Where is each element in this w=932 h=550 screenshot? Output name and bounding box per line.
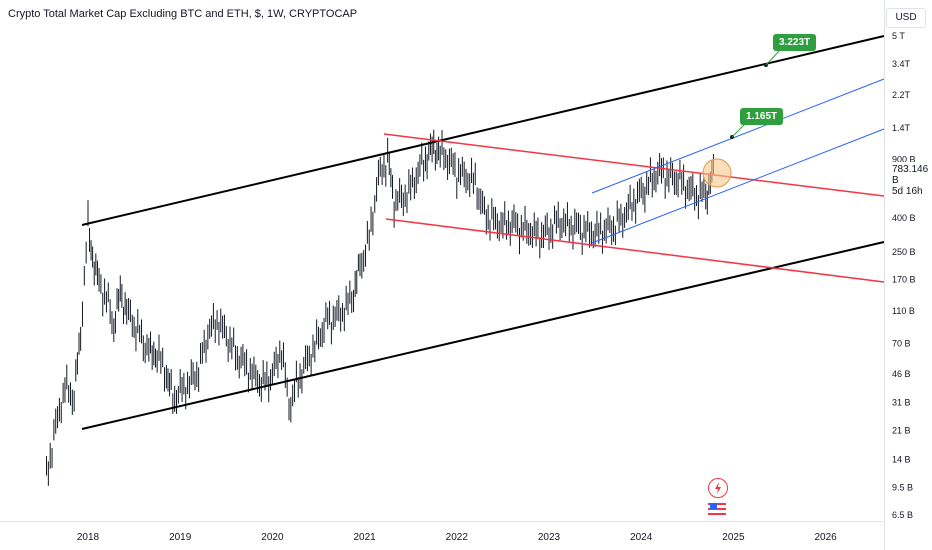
ytick-label: 2.2T	[892, 90, 911, 100]
bar-countdown: 5d 16h	[892, 186, 923, 197]
xtick-label: 2018	[77, 532, 100, 543]
target-callout-lower[interactable]: 1.165T	[740, 108, 784, 125]
ytick-label: 900 B	[892, 155, 916, 165]
current-price-value: 783.146 B	[892, 164, 929, 186]
price-series	[46, 129, 714, 486]
upper-black-trendline[interactable]	[81, 35, 885, 226]
highlight-circle[interactable]	[702, 158, 732, 188]
currency-button[interactable]: USD	[886, 8, 926, 28]
xtick-label: 2020	[261, 532, 284, 543]
ytick-label: 1.4T	[892, 123, 911, 133]
lower-black-trendline[interactable]	[81, 241, 885, 430]
xtick-label: 2026	[814, 532, 837, 543]
xtick-label: 2023	[538, 532, 561, 543]
ytick-label: 46 B	[892, 369, 911, 379]
callout-pointer	[731, 123, 746, 138]
lower-blue-trendline[interactable]	[591, 128, 885, 244]
ytick-label: 70 B	[892, 339, 911, 349]
ytick-label: 110 B	[892, 306, 915, 316]
chart-title: Crypto Total Market Cap Excluding BTC an…	[8, 8, 358, 20]
ytick-label: 3.4T	[892, 59, 911, 69]
xtick-label: 2024	[630, 532, 653, 543]
lower-red-trendline[interactable]	[385, 218, 885, 283]
xtick-label: 2021	[353, 532, 376, 543]
upper-red-trendline[interactable]	[383, 133, 885, 197]
xtick-label: 2019	[169, 532, 192, 543]
xtick-label: 2025	[722, 532, 745, 543]
ytick-label: 170 B	[892, 275, 916, 285]
ytick-label: 21 B	[892, 425, 911, 435]
time-axis-border	[0, 521, 884, 522]
channel-lines[interactable]	[81, 35, 885, 430]
ytick-label: 6.5 B	[892, 510, 913, 520]
ytick-label: 9.5 B	[892, 483, 913, 493]
ytick-label: 250 B	[892, 247, 916, 257]
current-price-label: 783.146 B 5d 16h	[886, 162, 932, 197]
ytick-label: 14 B	[892, 455, 911, 465]
ytick-label: 5 T	[892, 31, 905, 41]
ytick-label: 400 B	[892, 213, 916, 223]
target-callout-upper[interactable]: 3.223T	[773, 34, 817, 51]
callout-pointer	[765, 49, 781, 66]
xtick-label: 2022	[446, 532, 469, 543]
price-axis-border	[884, 0, 885, 550]
ytick-label: 31 B	[892, 397, 911, 407]
upper-blue-trendline[interactable]	[591, 78, 885, 194]
flash-icon[interactable]	[708, 478, 728, 498]
time-axis[interactable]: 2018 2019 2020 2021 2022 2023 2024 2025 2026	[77, 532, 837, 543]
us-flag-icon[interactable]	[708, 501, 726, 519]
